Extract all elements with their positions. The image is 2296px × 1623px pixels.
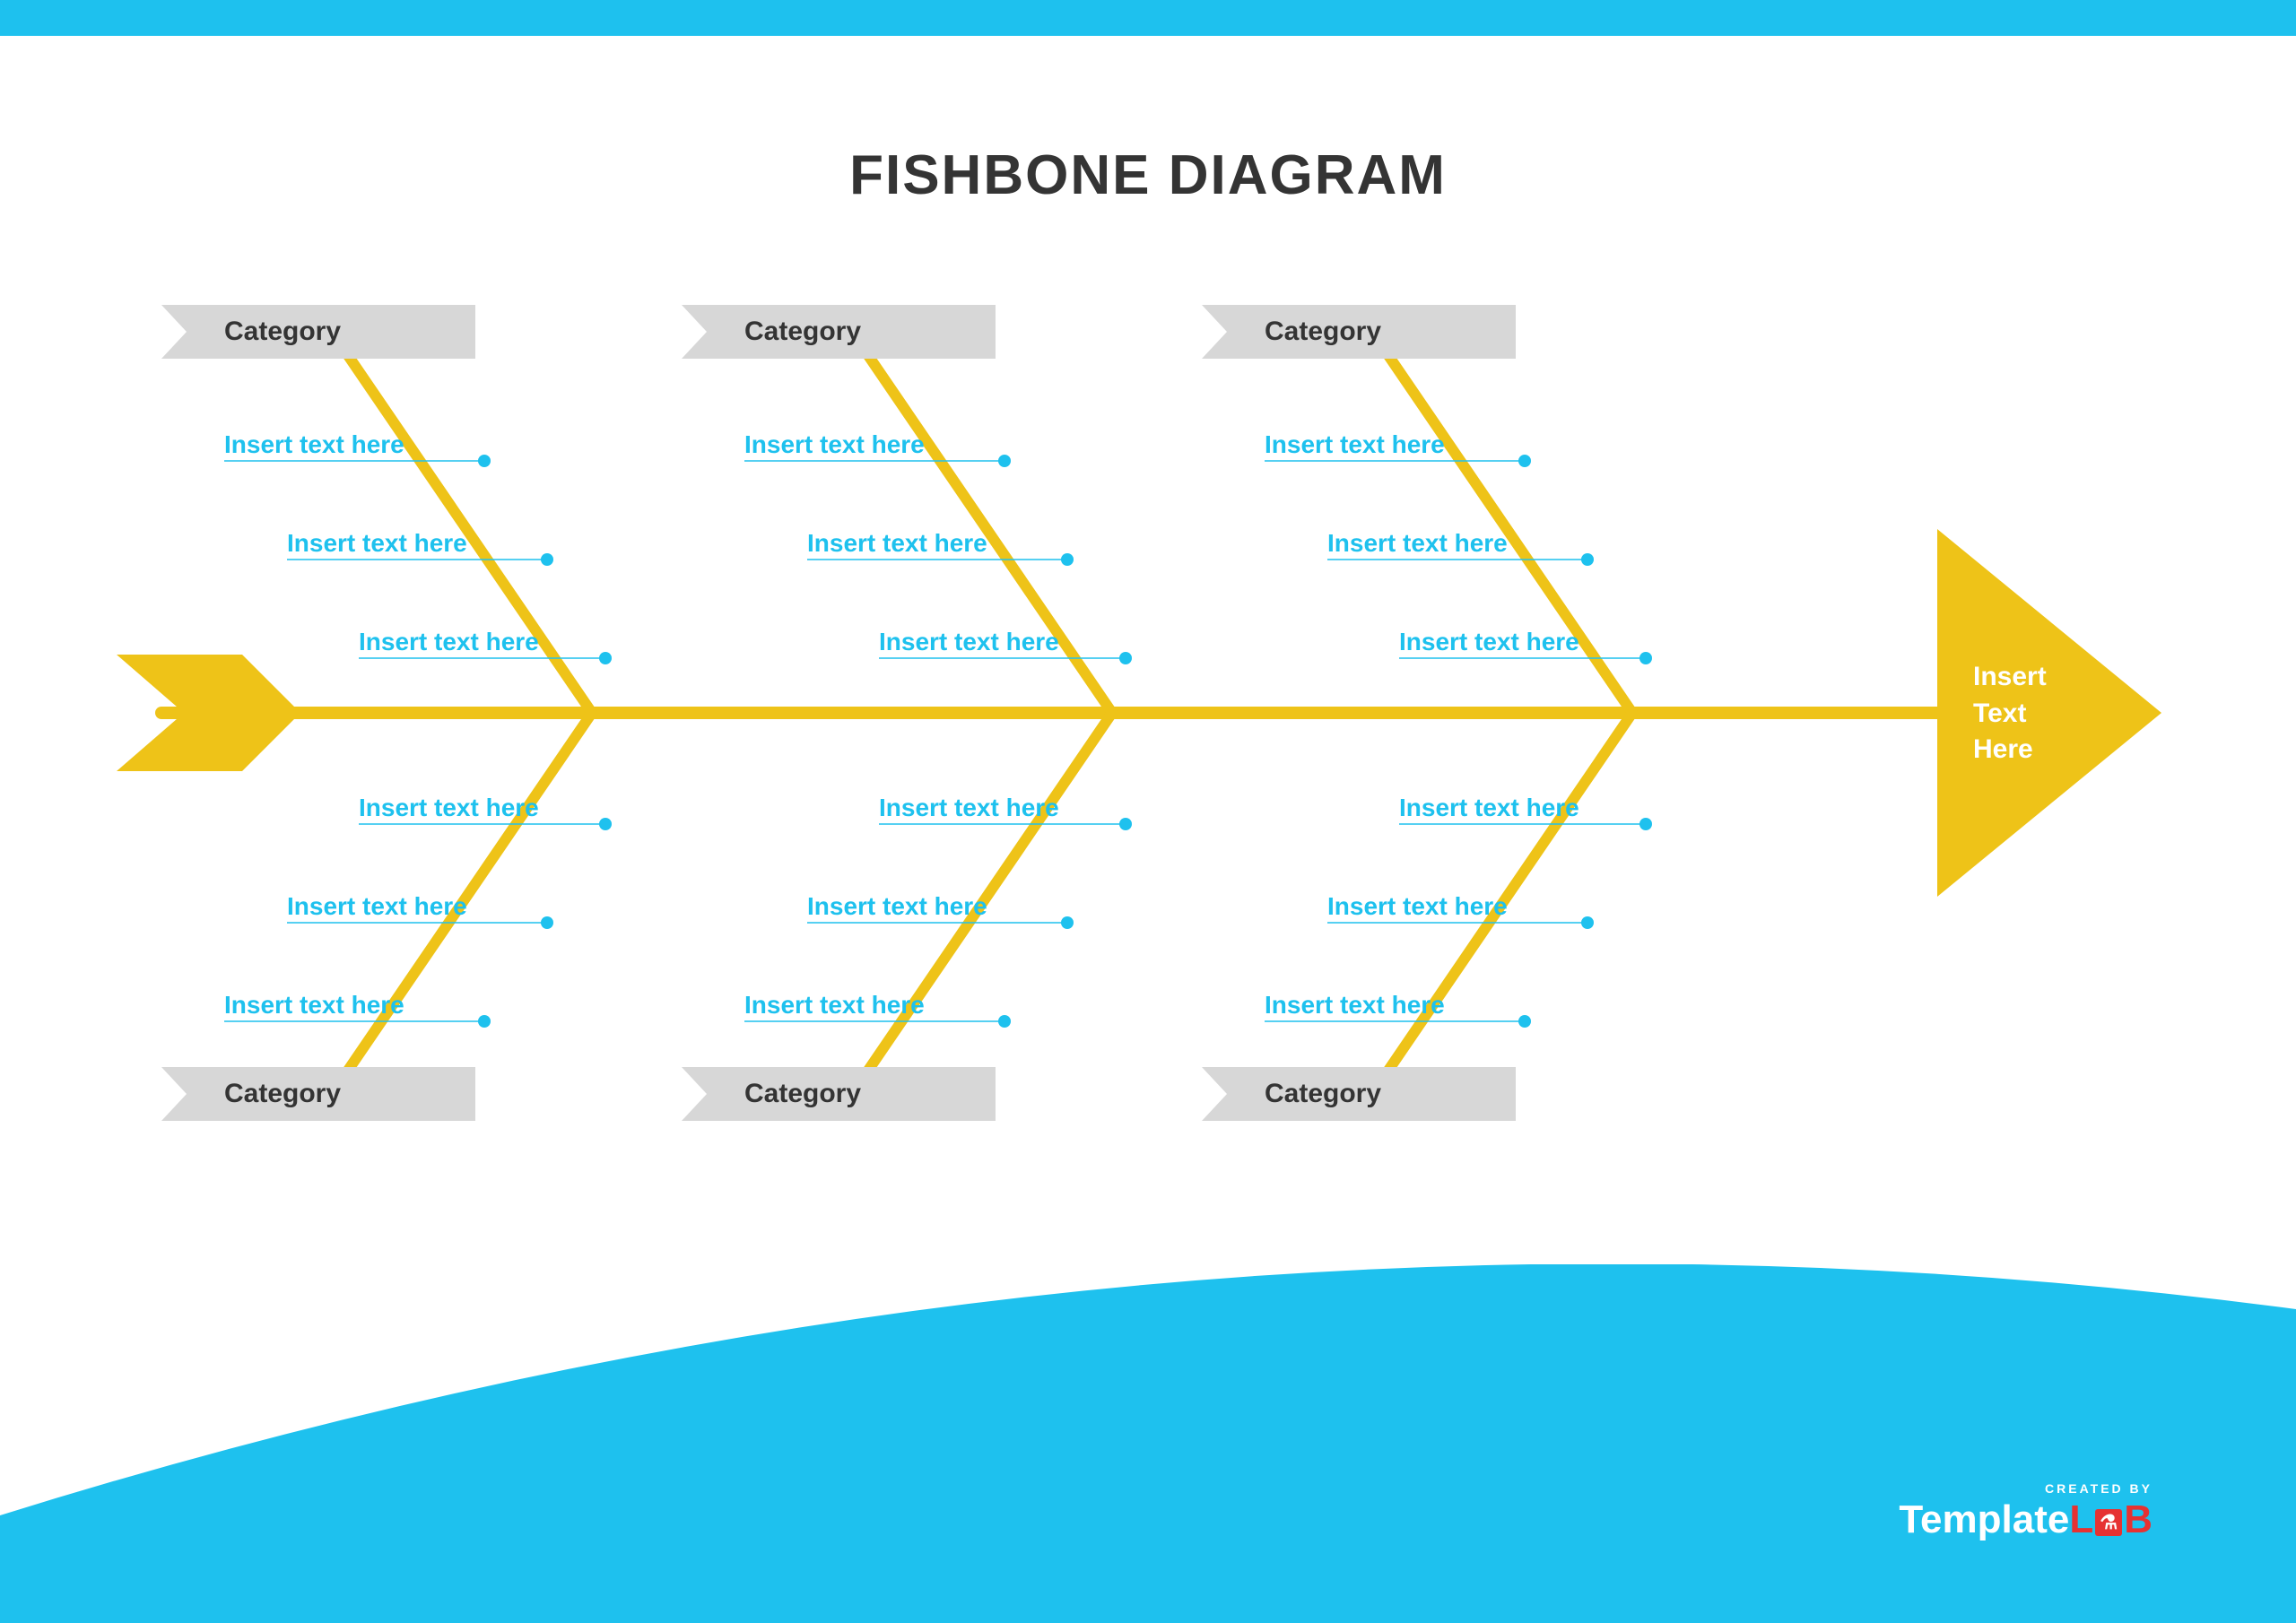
fish-head-text: InsertTextHere bbox=[1973, 659, 2047, 768]
page-title: FISHBONE DIAGRAM bbox=[0, 143, 2296, 207]
category-label-bot-1: Category bbox=[682, 1067, 996, 1121]
cause-text-top-2-2: Insert text here bbox=[1399, 628, 1579, 656]
category-label-bot-0: Category bbox=[161, 1067, 475, 1121]
cause-text-top-1-2: Insert text here bbox=[879, 628, 1059, 656]
cause-text-top-1-0: Insert text here bbox=[744, 430, 925, 459]
cause-text-bot-1-2: Insert text here bbox=[744, 991, 925, 1020]
cause-text-bot-0-0: Insert text here bbox=[359, 794, 539, 822]
cause-text-bot-2-1: Insert text here bbox=[1327, 892, 1508, 921]
footer-created-by: CREATED BY bbox=[1899, 1481, 2152, 1496]
page: FISHBONE DIAGRAM CategoryCategoryCategor… bbox=[0, 0, 2296, 1623]
cause-text-top-1-1: Insert text here bbox=[807, 529, 987, 558]
cause-text-top-0-2: Insert text here bbox=[359, 628, 539, 656]
category-label-top-0: Category bbox=[161, 305, 475, 359]
fishbone-diagram: Category Category Category Category Category… bbox=[108, 296, 2188, 1130]
footer-arc bbox=[0, 1264, 2296, 1623]
footer-logo: CREATED BY TemplateL⚗B bbox=[1899, 1481, 2152, 1542]
cause-text-bot-2-2: Insert text here bbox=[1265, 991, 1445, 1020]
category-label-top-1: Category bbox=[682, 305, 996, 359]
cause-text-bot-2-0: Insert text here bbox=[1399, 794, 1579, 822]
footer-brand-l: L bbox=[2069, 1497, 2093, 1542]
cause-text-bot-0-1: Insert text here bbox=[287, 892, 467, 921]
cause-text-top-2-1: Insert text here bbox=[1327, 529, 1508, 558]
cause-text-bot-1-0: Insert text here bbox=[879, 794, 1059, 822]
cause-text-top-2-0: Insert text here bbox=[1265, 430, 1445, 459]
footer-brand: TemplateL⚗B bbox=[1899, 1497, 2152, 1542]
category-label-bot-2: Category bbox=[1202, 1067, 1516, 1121]
footer-brand-prefix: Template bbox=[1899, 1497, 2069, 1542]
footer-brand-b: B bbox=[2124, 1497, 2152, 1542]
diagram-labels-layer: Category Category Category Category Category… bbox=[108, 296, 2188, 1130]
cause-text-bot-1-1: Insert text here bbox=[807, 892, 987, 921]
cause-text-top-0-1: Insert text here bbox=[287, 529, 467, 558]
cause-text-top-0-0: Insert text here bbox=[224, 430, 404, 459]
category-label-top-2: Category bbox=[1202, 305, 1516, 359]
cause-text-bot-0-2: Insert text here bbox=[224, 991, 404, 1020]
top-bar bbox=[0, 0, 2296, 36]
flask-icon: ⚗ bbox=[2095, 1509, 2122, 1536]
